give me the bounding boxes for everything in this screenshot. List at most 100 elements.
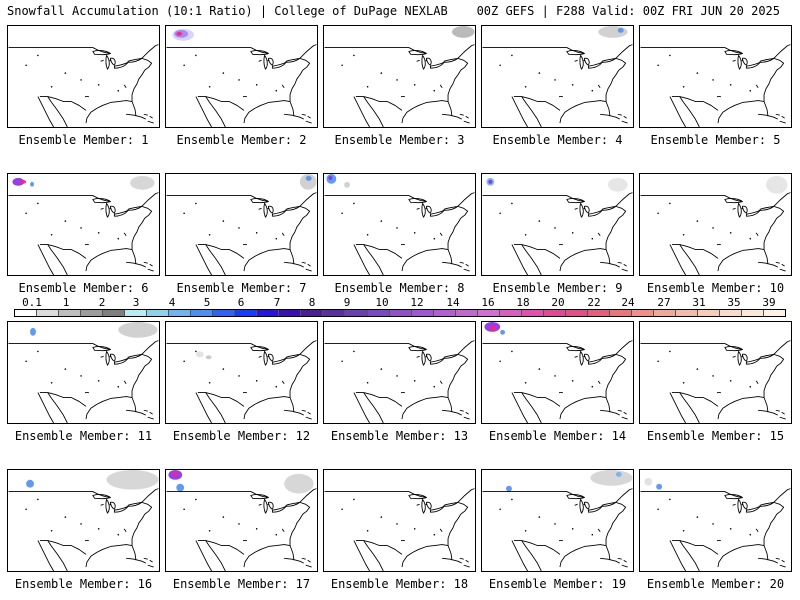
snow-patch	[488, 179, 493, 184]
ensemble-panel-12: Ensemble Member: 12	[165, 321, 318, 443]
ensemble-member-label: Ensemble Member: 15	[646, 429, 785, 443]
snow-patch	[20, 179, 27, 184]
ensemble-member-label: Ensemble Member: 2	[176, 133, 307, 147]
colorbar-cell	[477, 310, 500, 316]
ensemble-member-label: Ensemble Member: 13	[330, 429, 469, 443]
snow-patch	[617, 27, 624, 33]
snow-patch	[490, 325, 497, 331]
snow-patch	[598, 26, 628, 38]
ensemble-panel-4: Ensemble Member: 4	[481, 25, 634, 147]
colorbar-cell	[235, 310, 258, 316]
colorbar-tick-label: 5	[203, 296, 211, 309]
snow-patch	[176, 31, 183, 36]
colorbar-tick-label: 14	[446, 296, 460, 309]
colorbar-cell	[675, 310, 698, 316]
ensemble-member-label: Ensemble Member: 3	[334, 133, 465, 147]
ensemble-member-label: Ensemble Member: 17	[172, 577, 311, 591]
snow-patch	[284, 473, 314, 494]
colorbar-cell	[653, 310, 676, 316]
ensemble-panel-7: Ensemble Member: 7	[165, 173, 318, 295]
page-title: Snowfall Accumulation (10:1 Ratio) | Col…	[7, 4, 448, 18]
snowfall-map	[7, 321, 160, 424]
colorbar-cell	[169, 310, 192, 316]
snowfall-map	[639, 321, 792, 424]
snow-patch	[30, 327, 36, 336]
ensemble-member-label: Ensemble Member: 10	[646, 281, 785, 295]
run-valid-time: 00Z GEFS | F288 Valid: 00Z FRI JUN 20 20…	[476, 4, 780, 18]
ensemble-panel-17: Ensemble Member: 17	[165, 469, 318, 591]
ensemble-panel-8: Ensemble Member: 8	[323, 173, 476, 295]
ensemble-panel-1: Ensemble Member: 1	[7, 25, 160, 147]
ensemble-member-label: Ensemble Member: 12	[172, 429, 311, 443]
colorbar-cell	[345, 310, 368, 316]
snowfall-map	[323, 25, 476, 128]
ensemble-panel-20: Ensemble Member: 20	[639, 469, 792, 591]
colorbar-cell	[191, 310, 214, 316]
colorbar-tick-label: 3	[132, 296, 140, 309]
snow-patch	[130, 175, 155, 190]
snowfall-map	[481, 469, 634, 572]
colorbar-cell	[279, 310, 302, 316]
snow-patch	[344, 181, 350, 188]
ensemble-member-label: Ensemble Member: 14	[488, 429, 627, 443]
colorbar-strip	[14, 309, 786, 317]
ensemble-panel-3: Ensemble Member: 3	[323, 25, 476, 147]
snow-patch	[305, 175, 312, 181]
snow-patch	[500, 329, 506, 335]
snow-patch	[106, 470, 159, 490]
colorbar-tick-label: 18	[516, 296, 530, 309]
snowfall-map	[323, 321, 476, 424]
snow-patch	[766, 175, 788, 194]
snowfall-map	[165, 173, 318, 276]
ensemble-member-label: Ensemble Member: 1	[18, 133, 149, 147]
colorbar-tick-label: 31	[692, 296, 706, 309]
snowfall-map	[481, 25, 634, 128]
ensemble-panel-6: Ensemble Member: 6	[7, 173, 160, 295]
snow-patch	[26, 479, 34, 488]
colorbar-tick-label: 7	[273, 296, 281, 309]
ensemble-panel-19: Ensemble Member: 19	[481, 469, 634, 591]
snowfall-map	[165, 25, 318, 128]
colorbar-tick-label: 35	[727, 296, 741, 309]
ensemble-member-label: Ensemble Member: 11	[14, 429, 153, 443]
snow-patch	[644, 477, 653, 486]
snow-patch	[176, 483, 185, 492]
snowfall-map	[639, 25, 792, 128]
snow-patch	[615, 471, 622, 477]
ensemble-member-label: Ensemble Member: 8	[334, 281, 465, 295]
colorbar-cell	[543, 310, 566, 316]
ensemble-member-label: Ensemble Member: 7	[176, 281, 307, 295]
snow-patch	[328, 175, 333, 180]
snowfall-map	[7, 469, 160, 572]
ensemble-member-label: Ensemble Member: 19	[488, 577, 627, 591]
colorbar-cell	[720, 310, 743, 316]
colorbar-cell	[147, 310, 170, 316]
snow-patch	[195, 351, 204, 358]
ensemble-panel-2: Ensemble Member: 2	[165, 25, 318, 147]
snowfall-map	[323, 173, 476, 276]
colorbar-tick-label: 9	[343, 296, 351, 309]
snowfall-map	[323, 469, 476, 572]
colorbar-cell	[257, 310, 280, 316]
snow-patch	[30, 181, 34, 187]
snow-patch	[608, 177, 628, 192]
colorbar-cell	[499, 310, 522, 316]
snow-patch	[172, 28, 194, 41]
colorbar-cell	[59, 310, 82, 316]
ensemble-panel-5: Ensemble Member: 5	[639, 25, 792, 147]
snowfall-map	[7, 173, 160, 276]
colorbar-cell	[37, 310, 60, 316]
colorbar-cell	[433, 310, 456, 316]
colorbar-cell	[587, 310, 610, 316]
colorbar-labels: 0.1 1 2 3 4 5 6 7 8 9 10 12 14 16 18 20 22 24 27 31 35 39	[14, 296, 786, 309]
colorbar-tick-label: 24	[621, 296, 635, 309]
ensemble-member-label: Ensemble Member: 6	[18, 281, 149, 295]
snowfall-map	[481, 321, 634, 424]
ensemble-panel-14: Ensemble Member: 14	[481, 321, 634, 443]
snow-patch	[451, 26, 475, 38]
ensemble-member-label: Ensemble Member: 18	[330, 577, 469, 591]
colorbar-tick-label: 27	[657, 296, 671, 309]
colorbar-cell	[125, 310, 148, 316]
colorbar-tick-label: 2	[98, 296, 106, 309]
colorbar-cell	[697, 310, 720, 316]
